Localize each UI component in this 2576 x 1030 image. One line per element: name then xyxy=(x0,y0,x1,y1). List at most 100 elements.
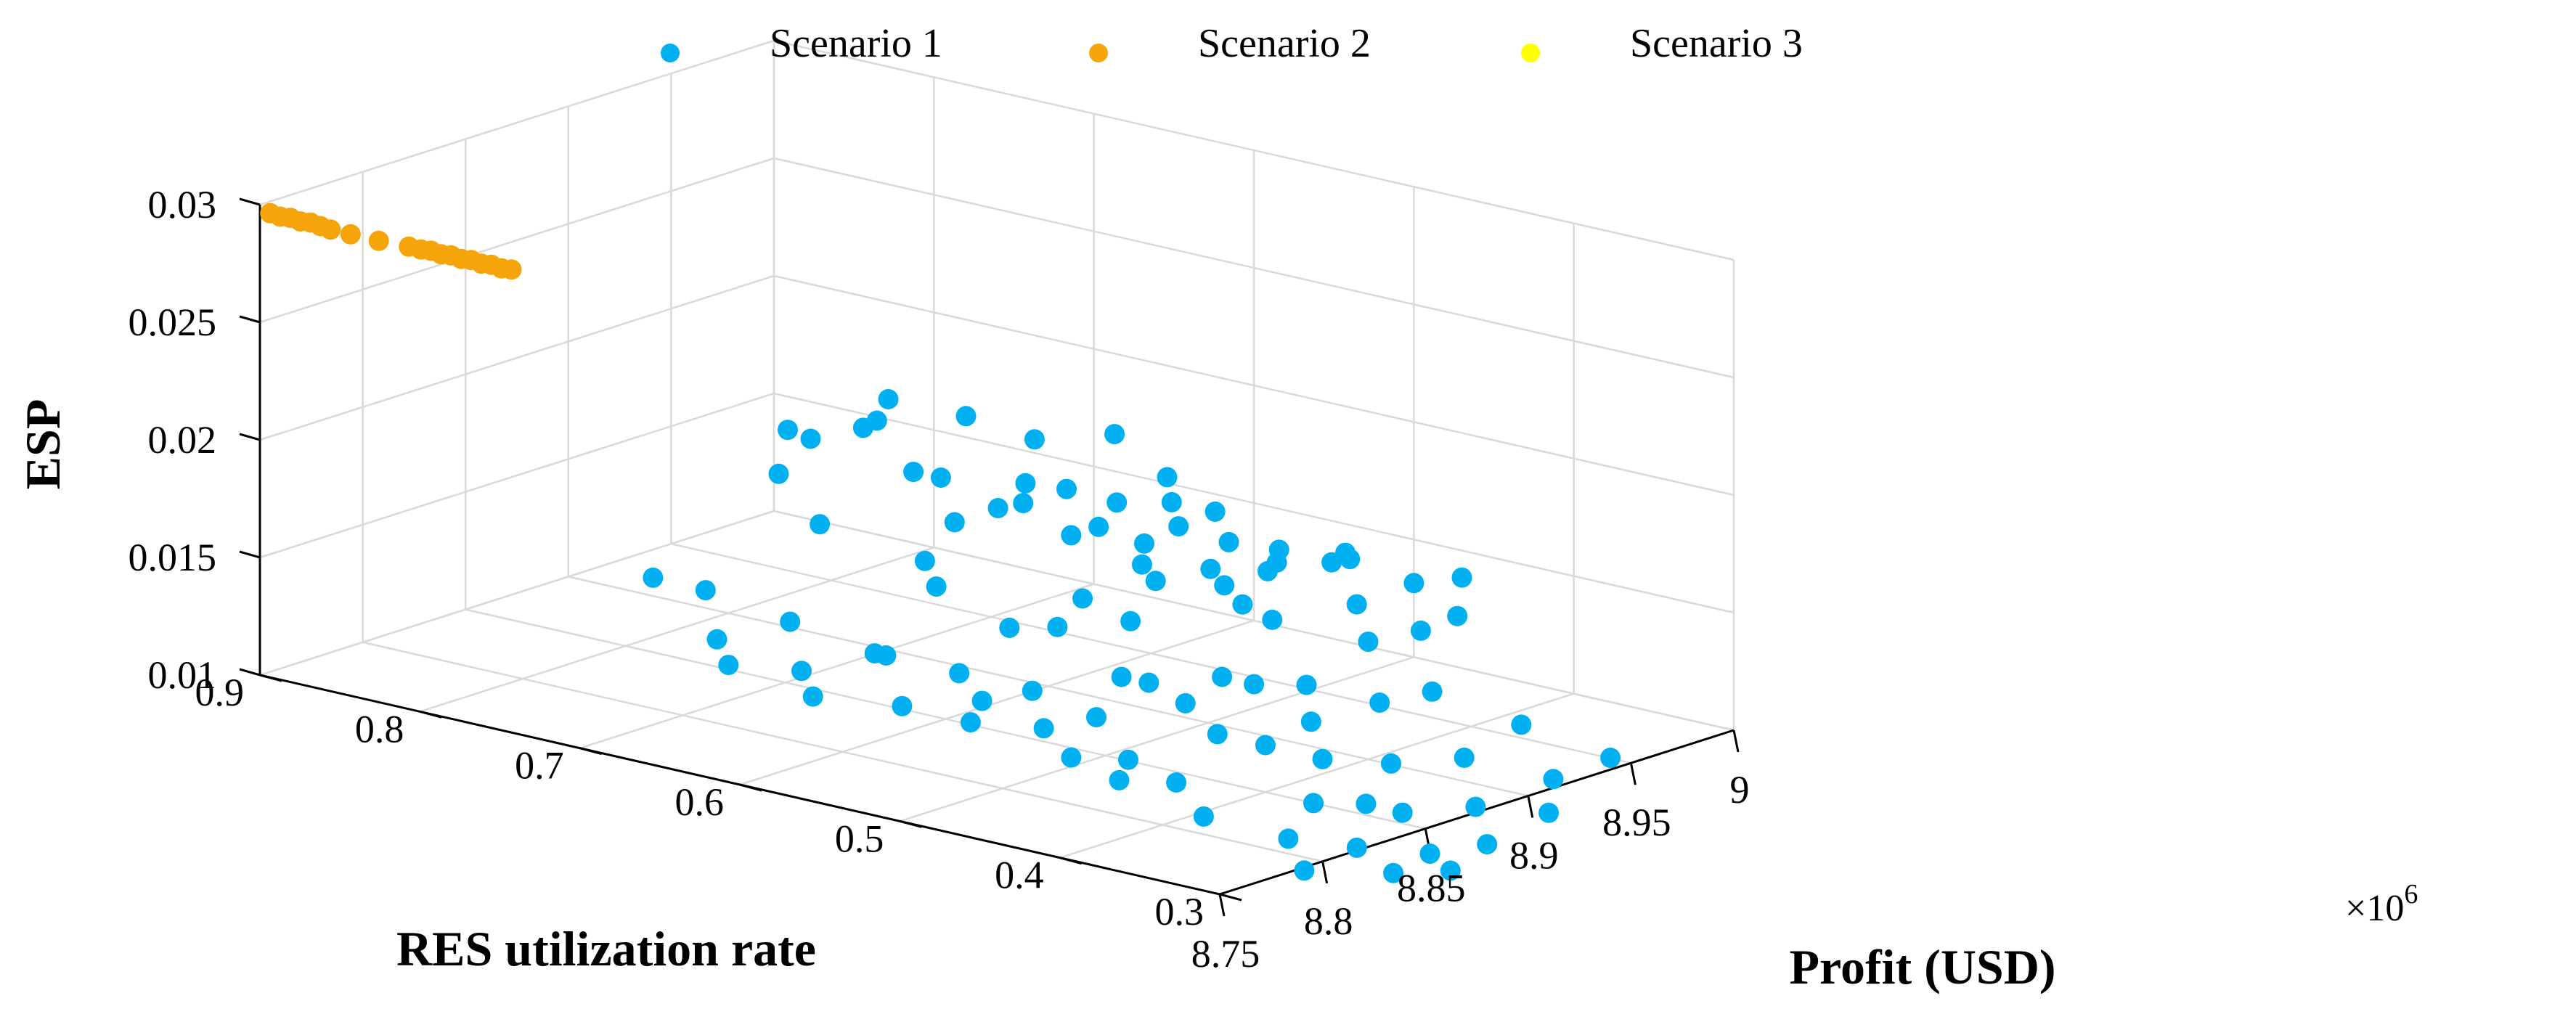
scatter-point-scenario-1[interactable] xyxy=(944,512,965,533)
scatter-point-scenario-1[interactable] xyxy=(706,629,727,650)
scatter-point-scenario-1[interactable] xyxy=(1369,692,1390,713)
scatter-point-scenario-1[interactable] xyxy=(949,663,970,684)
scatter-point-scenario-1[interactable] xyxy=(1381,753,1401,774)
scatter-point-scenario-1[interactable] xyxy=(1200,558,1221,579)
scatter-point-scenario-1[interactable] xyxy=(1118,749,1138,770)
scatter-point-scenario-1[interactable] xyxy=(643,567,664,588)
scatter-point-scenario-1[interactable] xyxy=(1047,616,1068,637)
scatter-point-scenario-1[interactable] xyxy=(1015,473,1036,494)
scatter-point-scenario-1[interactable] xyxy=(1262,609,1283,630)
scatter-point-scenario-1[interactable] xyxy=(1022,680,1043,701)
scatter-point-scenario-1[interactable] xyxy=(1422,681,1443,702)
scatter-point-scenario-2[interactable] xyxy=(340,224,361,245)
scatter-point-scenario-1[interactable] xyxy=(1410,620,1431,641)
scatter-point-scenario-1[interactable] xyxy=(960,712,981,733)
scatter-point-scenario-1[interactable] xyxy=(1212,666,1233,687)
scatter-point-scenario-1[interactable] xyxy=(1266,552,1287,573)
scatter-point-scenario-1[interactable] xyxy=(1358,632,1379,653)
scatter-point-scenario-1[interactable] xyxy=(1175,692,1196,714)
scatter-point-scenario-1[interactable] xyxy=(1111,666,1132,687)
scatter-point-scenario-1[interactable] xyxy=(1346,837,1367,858)
scatter-point-scenario-1[interactable] xyxy=(1340,549,1361,570)
scatter-point-scenario-1[interactable] xyxy=(1543,769,1564,790)
scatter-point-scenario-1[interactable] xyxy=(1106,492,1128,513)
scatter-point-scenario-1[interactable] xyxy=(1346,594,1367,615)
scatter-point-scenario-1[interactable] xyxy=(1157,467,1178,488)
scatter-point-scenario-1[interactable] xyxy=(1207,724,1228,745)
scatter-point-scenario-1[interactable] xyxy=(1538,802,1560,823)
scatter-point-scenario-1[interactable] xyxy=(930,467,951,488)
scatter-point-scenario-1[interactable] xyxy=(971,690,993,711)
scatter-point-scenario-1[interactable] xyxy=(1232,594,1253,615)
scatter-point-scenario-1[interactable] xyxy=(987,498,1008,518)
scatter-point-scenario-1[interactable] xyxy=(903,462,924,483)
scatter-point-scenario-1[interactable] xyxy=(802,686,823,707)
scatter-point-scenario-1[interactable] xyxy=(1024,429,1045,450)
scatter-point-scenario-1[interactable] xyxy=(768,463,789,484)
grid-line-floor-x xyxy=(739,619,1255,786)
scatter-point-scenario-1[interactable] xyxy=(718,655,739,676)
scatter-point-scenario-2[interactable] xyxy=(320,219,341,240)
scatter-point-scenario-1[interactable] xyxy=(1477,834,1498,855)
scatter-point-scenario-2[interactable] xyxy=(501,259,522,280)
scatter-point-scenario-1[interactable] xyxy=(1214,575,1235,596)
scatter-point-scenario-1[interactable] xyxy=(864,643,885,664)
scatter-point-scenario-1[interactable] xyxy=(1166,772,1187,793)
scatter-point-scenario-2[interactable] xyxy=(368,230,389,251)
scatter-point-scenario-1[interactable] xyxy=(914,550,935,571)
scatter-point-scenario-1[interactable] xyxy=(1120,610,1141,632)
scatter-point-scenario-1[interactable] xyxy=(800,428,821,449)
scatter-point-scenario-1[interactable] xyxy=(1109,769,1130,790)
scatter-point-scenario-1[interactable] xyxy=(1403,573,1424,594)
scatter-point-scenario-1[interactable] xyxy=(1392,802,1413,823)
scatter-point-scenario-1[interactable] xyxy=(1465,796,1486,817)
scatter-point-scenario-1[interactable] xyxy=(1419,843,1440,865)
scatter-point-scenario-1[interactable] xyxy=(1312,748,1333,769)
scatter-point-scenario-1[interactable] xyxy=(1296,674,1317,695)
scatter-point-scenario-1[interactable] xyxy=(1294,860,1315,881)
scatter-point-scenario-1[interactable] xyxy=(810,514,831,535)
scatter-point-scenario-1[interactable] xyxy=(999,617,1020,638)
scatter-point-scenario-1[interactable] xyxy=(1278,828,1299,849)
scatter-point-scenario-1[interactable] xyxy=(878,389,899,409)
scatter-point-scenario-1[interactable] xyxy=(1356,793,1377,814)
scatter-point-scenario-1[interactable] xyxy=(1454,747,1475,768)
scatter-point-scenario-1[interactable] xyxy=(778,420,798,441)
scatter-point-scenario-1[interactable] xyxy=(926,576,947,597)
scatter-point-scenario-1[interactable] xyxy=(1300,711,1321,732)
scatter-point-scenario-1[interactable] xyxy=(1131,554,1152,575)
scatter-point-scenario-1[interactable] xyxy=(1447,605,1468,626)
scatter-point-scenario-1[interactable] xyxy=(1168,516,1189,537)
scatter-point-scenario-1[interactable] xyxy=(1205,501,1226,522)
scatter-point-scenario-1[interactable] xyxy=(1072,588,1093,609)
scatter-point-scenario-1[interactable] xyxy=(1255,735,1276,756)
scatter-point-scenario-1[interactable] xyxy=(1451,567,1472,588)
scatter-point-scenario-1[interactable] xyxy=(1193,806,1214,827)
scatter-point-scenario-1[interactable] xyxy=(1134,533,1154,554)
scatter-point-scenario-1[interactable] xyxy=(1145,571,1166,592)
legend-marker-scenario-1 xyxy=(661,44,680,62)
scatter-point-scenario-1[interactable] xyxy=(1303,793,1324,814)
scatter-point-scenario-1[interactable] xyxy=(1383,862,1404,883)
scatter-point-scenario-1[interactable] xyxy=(1138,672,1159,693)
scatter-point-scenario-1[interactable] xyxy=(1056,478,1077,499)
scatter-point-scenario-1[interactable] xyxy=(1013,493,1034,514)
scatter-point-scenario-1[interactable] xyxy=(1061,525,1082,546)
scatter-point-scenario-1[interactable] xyxy=(1161,491,1182,512)
scatter-point-scenario-1[interactable] xyxy=(1088,516,1109,537)
scatter-point-scenario-1[interactable] xyxy=(1511,714,1532,735)
scatter-point-scenario-1[interactable] xyxy=(1600,748,1621,768)
scatter-point-scenario-1[interactable] xyxy=(1061,747,1082,768)
scatter-point-scenario-1[interactable] xyxy=(695,580,716,601)
scatter-point-scenario-1[interactable] xyxy=(1086,707,1106,728)
scatter-point-scenario-1[interactable] xyxy=(1440,860,1461,881)
scatter-point-scenario-1[interactable] xyxy=(1104,424,1125,445)
scatter-point-scenario-1[interactable] xyxy=(780,611,801,632)
scatter-point-scenario-1[interactable] xyxy=(892,695,913,716)
scatter-point-scenario-1[interactable] xyxy=(791,661,812,682)
scatter-point-scenario-1[interactable] xyxy=(1244,674,1265,695)
scatter-point-scenario-1[interactable] xyxy=(955,406,977,427)
scatter-point-scenario-1[interactable] xyxy=(866,410,887,431)
scatter-point-scenario-1[interactable] xyxy=(1033,718,1054,739)
scatter-point-scenario-1[interactable] xyxy=(1218,531,1239,552)
